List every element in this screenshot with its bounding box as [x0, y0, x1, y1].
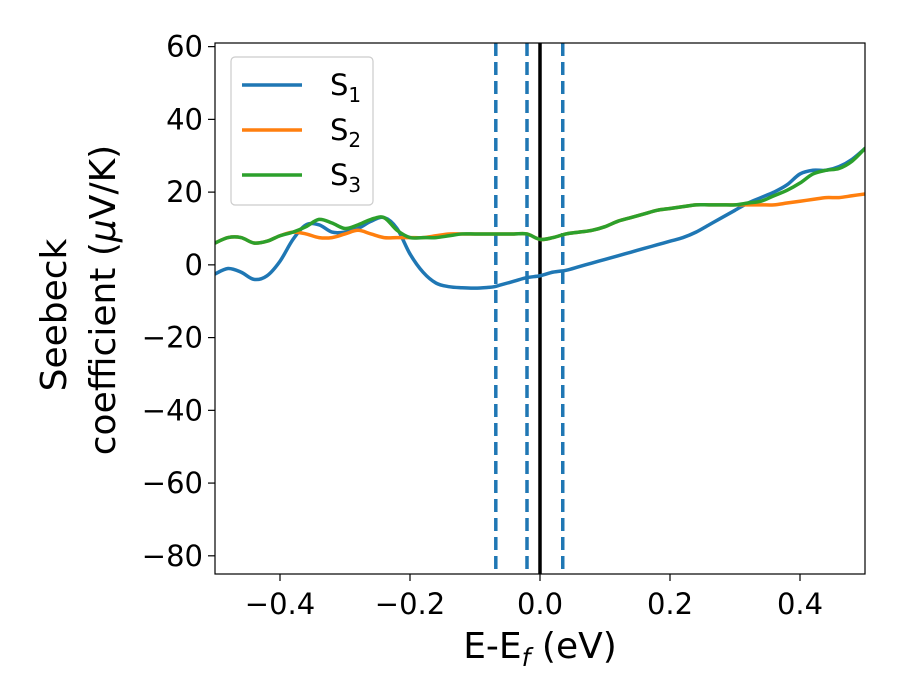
y-tick-label: −20 — [142, 321, 203, 355]
y-axis-label-mu: μ — [83, 219, 124, 243]
legend-label-main: S — [330, 113, 348, 147]
legend-label-s1: S1 — [330, 68, 361, 107]
y-tick-label: −60 — [142, 466, 203, 500]
x-tick-label: −0.2 — [375, 587, 445, 621]
y-tick-label: 40 — [166, 102, 203, 136]
legend-label-sub: 1 — [348, 83, 361, 107]
x-axis-label: E-Ef (eV) — [463, 626, 617, 672]
legend-label-s3: S3 — [330, 158, 361, 197]
series-line-s3 — [215, 146, 865, 245]
legend-label-main: S — [330, 158, 348, 192]
y-axis-label-line2: coefficient (μV/K) — [83, 145, 124, 455]
y-tick-label: 60 — [166, 30, 203, 64]
x-tick-label: 0.4 — [777, 587, 823, 621]
series-line-s1 — [215, 146, 865, 290]
x-tick-label: −0.4 — [245, 587, 315, 621]
legend-label-sub: 3 — [348, 173, 361, 197]
y-axis-label-suffix: V/K) — [83, 145, 124, 219]
legend-label-sub: 2 — [348, 128, 361, 152]
x-tick-label: 0.2 — [647, 587, 693, 621]
y-axis-label-prefix: coefficient ( — [83, 242, 124, 455]
legend-label-main: S — [330, 68, 348, 102]
x-axis-label-suffix: (eV) — [530, 626, 616, 667]
y-tick-label: −40 — [142, 393, 203, 427]
axes: −0.4 −0.2 0.0 0.2 0.4 −80 −60 −40 −20 0 20 40 60 — [142, 30, 866, 621]
y-tick-label: 0 — [185, 248, 203, 282]
y-tick-label: −80 — [142, 539, 203, 573]
y-tick-label: 20 — [166, 175, 203, 209]
y-axis-label: Seebeck coefficient (μV/K) — [34, 145, 124, 455]
axis-labels: E-Ef (eV) Seebeck coefficient (μV/K) — [34, 145, 617, 672]
x-tick-label: 0.0 — [517, 587, 563, 621]
y-axis-label-line1: Seebeck — [34, 238, 75, 391]
legend-label-s2: S2 — [330, 113, 361, 152]
plot-clip-group — [215, 43, 865, 574]
x-axis-label-main: E-E — [463, 626, 521, 667]
plot-area — [215, 43, 865, 574]
